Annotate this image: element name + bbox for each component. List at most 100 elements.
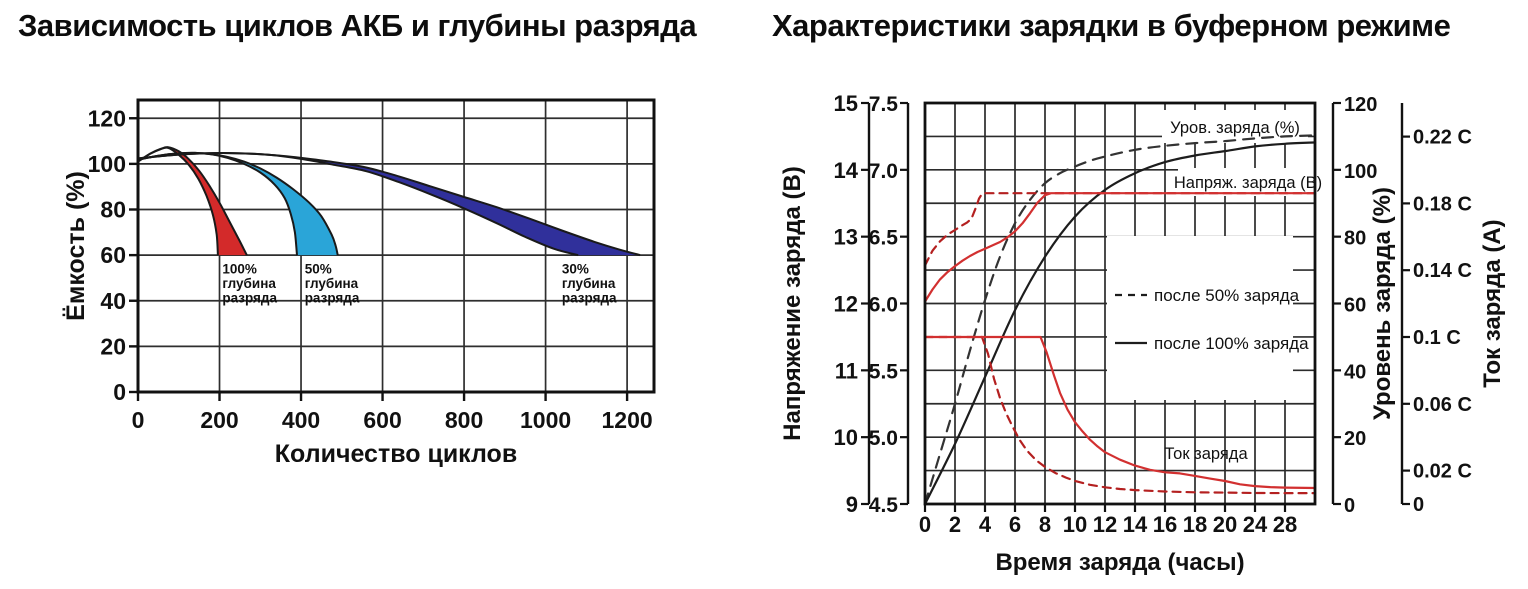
svg-text:10: 10 [834, 425, 858, 450]
series-current-100 [923, 335, 1317, 490]
svg-text:15: 15 [834, 91, 858, 116]
band-100-dod [138, 147, 247, 256]
svg-text:0.02 C: 0.02 C [1413, 461, 1472, 483]
svg-text:80: 80 [1344, 228, 1366, 250]
svg-text:5.0: 5.0 [869, 427, 898, 450]
legend: после 50% заряда после 100% заряда [1115, 286, 1309, 353]
svg-text:0.18 C: 0.18 C [1413, 193, 1472, 215]
svg-text:Ток заряда (А): Ток заряда (А) [1479, 219, 1506, 387]
svg-text:8: 8 [1039, 512, 1051, 537]
level-axis-title: Уровень заряда (%) [1369, 187, 1396, 420]
band-label: 50% глубина разряда [305, 261, 360, 305]
series-current-50 [923, 335, 1317, 495]
cycles-vs-dod-chart: 100% глубина разряда 50% глубина разряда 30% гл… [62, 98, 656, 468]
svg-text:0: 0 [132, 407, 145, 433]
svg-text:120: 120 [1344, 94, 1377, 116]
svg-text:0.1 C: 0.1 C [1413, 327, 1461, 349]
current-axis-title: Ток заряда (А) [1479, 219, 1506, 387]
svg-text:Уров. заряда (%): Уров. заряда (%) [1170, 119, 1300, 137]
svg-text:Напряжение заряда (В): Напряжение заряда (В) [779, 166, 806, 441]
series-voltage-100 [923, 192, 1317, 303]
band-label: 30% глубина разряда [562, 261, 617, 305]
svg-text:0.22 C: 0.22 C [1413, 127, 1472, 149]
svg-text:7.0: 7.0 [869, 160, 898, 183]
svg-text:6.5: 6.5 [869, 227, 899, 250]
x-axis-title: Количество циклов [275, 440, 517, 468]
voltage-axis-12v: 15 14 13 12 11 10 9 [834, 91, 871, 517]
svg-text:6.0: 6.0 [869, 294, 898, 317]
series [923, 134, 1317, 506]
svg-text:100: 100 [88, 151, 126, 177]
band-30-dod [138, 153, 641, 256]
series-level-100 [923, 141, 1317, 506]
y-axis-title: Ёмкость (%) [62, 171, 90, 321]
svg-text:Время заряда (часы): Время заряда (часы) [995, 549, 1244, 576]
dod-bands: 100% глубина разряда 50% глубина разряда 30% гл… [137, 146, 641, 305]
band-label: 100% глубина разряда [222, 261, 277, 305]
svg-text:0.06 C: 0.06 C [1413, 394, 1472, 416]
svg-text:16: 16 [1153, 512, 1177, 537]
svg-text:40: 40 [100, 288, 126, 314]
svg-text:Уровень заряда (%): Уровень заряда (%) [1369, 187, 1396, 420]
series-level-50 [923, 134, 1317, 506]
svg-text:600: 600 [363, 407, 401, 433]
svg-text:20: 20 [100, 333, 126, 359]
svg-text:0: 0 [1344, 495, 1355, 517]
svg-text:после 100% заряда: после 100% заряда [1154, 334, 1309, 353]
svg-text:10: 10 [1063, 512, 1087, 537]
svg-text:20: 20 [1213, 512, 1237, 537]
svg-text:14: 14 [1123, 512, 1148, 537]
svg-text:11: 11 [835, 358, 858, 383]
svg-text:200: 200 [200, 407, 238, 433]
svg-text:Ёмкость (%): Ёмкость (%) [62, 171, 90, 321]
svg-text:60: 60 [100, 242, 126, 268]
voltage-axis-6v: 7.5 7.0 6.5 6.0 5.5 5.0 4.5 [869, 93, 910, 517]
voltage-axis-title: Напряжение заряда (В) [779, 166, 806, 441]
svg-text:60: 60 [1344, 295, 1366, 317]
svg-text:Напряж. заряда (В): Напряж. заряда (В) [1174, 174, 1322, 192]
svg-text:0: 0 [1413, 494, 1424, 516]
right-chart-title: Характеристики зарядки в буферном режиме [772, 8, 1451, 43]
svg-text:400: 400 [282, 407, 320, 433]
svg-text:Количество циклов: Количество циклов [275, 440, 517, 468]
svg-text:12: 12 [834, 292, 858, 317]
svg-text:Ток заряда: Ток заряда [1164, 445, 1248, 463]
svg-text:4: 4 [979, 512, 992, 537]
svg-text:0.14 C: 0.14 C [1413, 260, 1472, 282]
svg-text:7.5: 7.5 [869, 93, 899, 116]
left-chart-title: Зависимость циклов АКБ и глубины разряда [18, 8, 697, 43]
svg-text:2: 2 [949, 512, 961, 537]
svg-text:после 50% заряда: после 50% заряда [1154, 286, 1300, 305]
plot-border [136, 98, 656, 394]
svg-text:0: 0 [113, 379, 126, 405]
annotations: Уров. заряда (%) Напряж. заряда (В) Ток за… [1164, 119, 1322, 463]
svg-text:6: 6 [1009, 512, 1021, 537]
band-50-dod [138, 152, 338, 256]
svg-text:4.5: 4.5 [869, 494, 899, 517]
svg-text:24: 24 [1243, 512, 1268, 537]
svg-text:20: 20 [1344, 428, 1366, 450]
svg-text:9: 9 [846, 492, 858, 517]
svg-text:12: 12 [1093, 512, 1117, 537]
current-axis: 0.22 C 0.18 C 0.14 C 0.1 C 0.06 C 0.02 C 0 [1400, 103, 1472, 516]
svg-text:40: 40 [1344, 361, 1366, 383]
level-axis: 120 100 80 60 40 20 0 [1331, 94, 1377, 517]
svg-text:28: 28 [1273, 512, 1297, 537]
svg-text:1200: 1200 [602, 407, 653, 433]
svg-text:13: 13 [834, 225, 858, 250]
svg-text:120: 120 [88, 105, 126, 131]
svg-text:100: 100 [1344, 161, 1377, 183]
svg-text:18: 18 [1183, 512, 1207, 537]
svg-text:5.5: 5.5 [869, 360, 899, 383]
buffer-charging-chart: Уров. заряда (%) Напряж. заряда (В) Ток за… [779, 91, 1506, 576]
plot-border [923, 101, 1317, 506]
x-axis-title: Время заряда (часы) [995, 549, 1244, 576]
svg-text:14: 14 [834, 158, 859, 183]
grid [138, 100, 654, 392]
white-boxes [1107, 110, 1318, 400]
svg-text:800: 800 [445, 407, 483, 433]
svg-text:0: 0 [919, 512, 931, 537]
series-voltage-50 [923, 192, 1317, 267]
